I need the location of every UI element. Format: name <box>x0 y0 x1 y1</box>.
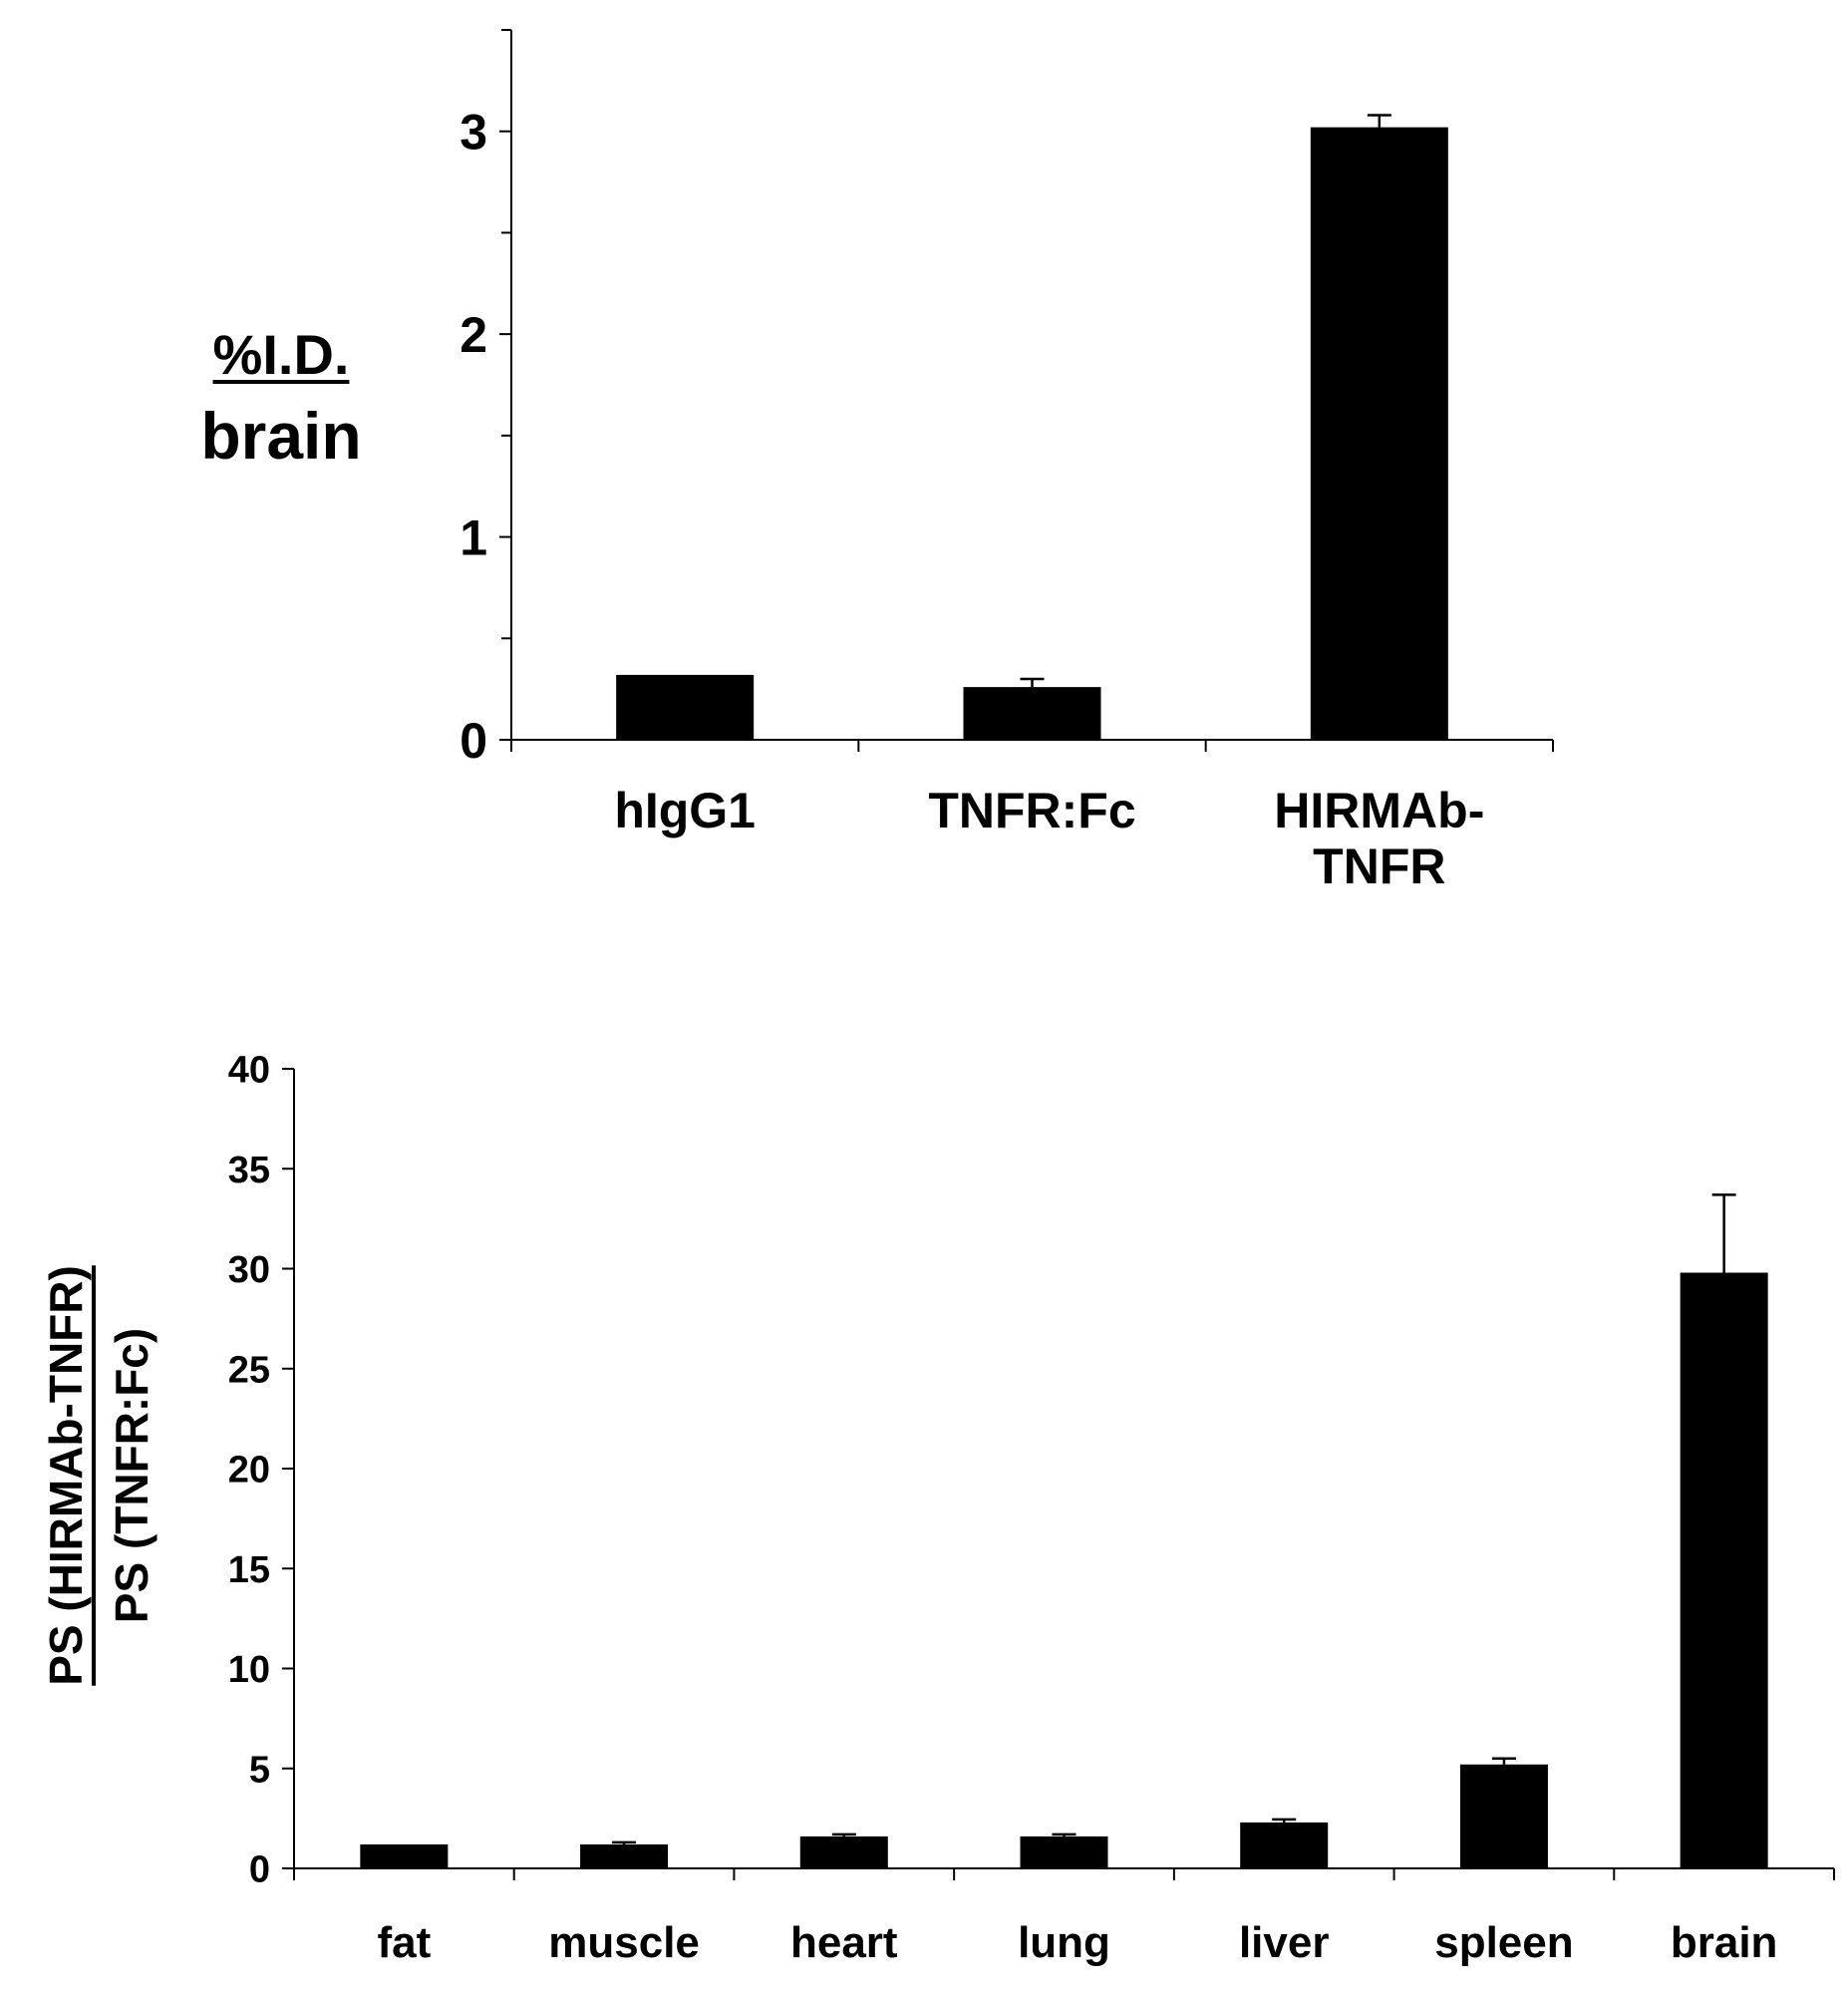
bar <box>1680 1272 1768 1868</box>
y-tick-label: 1 <box>460 510 487 566</box>
y-tick-label: 25 <box>228 1349 270 1391</box>
bar <box>799 1835 888 1868</box>
x-category-label: HIRMAb-TNFR <box>1274 783 1484 894</box>
x-category-label: TNFR:Fc <box>928 783 1135 838</box>
y-tick-label: 5 <box>249 1749 270 1791</box>
y-tick-label: 20 <box>228 1450 270 1492</box>
bar <box>1310 127 1448 741</box>
y-axis-label-numerator: %I.D. <box>213 323 350 386</box>
y-tick-label: 3 <box>460 105 487 161</box>
x-category-label: heart <box>790 1918 898 1967</box>
y-tick-label: 15 <box>228 1549 270 1591</box>
bar <box>1459 1764 1548 1868</box>
x-category-label: muscle <box>548 1918 700 1967</box>
x-category-label: fat <box>377 1918 431 1967</box>
bar <box>1020 1835 1108 1868</box>
bar <box>1240 1822 1329 1868</box>
y-axis-label-denominator: PS (TNFR:Fc) <box>106 1328 157 1623</box>
y-tick-label: 30 <box>228 1249 270 1291</box>
x-category-label: spleen <box>1434 1918 1573 1967</box>
x-category-label: liver <box>1239 1918 1330 1967</box>
y-tick-label: 35 <box>228 1150 270 1191</box>
y-tick-label: 40 <box>228 1050 270 1092</box>
y-tick-label: 10 <box>228 1649 270 1691</box>
y-axis-label-numerator: PS (HIRMAb-TNFR) <box>40 1265 92 1686</box>
x-category-label: lung <box>1018 1918 1110 1967</box>
bar <box>616 674 755 740</box>
y-tick-label: 0 <box>460 713 487 769</box>
x-category-label: brain <box>1671 1918 1778 1967</box>
x-category-label: hIgG1 <box>614 783 756 838</box>
y-tick-label: 0 <box>249 1849 270 1891</box>
y-axis-label-denominator: brain <box>200 399 361 473</box>
bar <box>360 1843 449 1868</box>
bar <box>580 1843 669 1868</box>
y-axis-label: PS (HIRMAb-TNFR) PS (TNFR:Fc) <box>40 1265 157 1686</box>
bar <box>963 687 1101 740</box>
chart-bottom-ps-ratio: 0 5 10 15 20 25 30 35 40 fat muscle heart lung liver s… <box>40 1050 1835 1967</box>
y-tick-label: 2 <box>460 307 487 363</box>
chart-top-percent-id-brain: 0 1 2 3 hIgG1 TNFR:Fc HIRMAb-TNFR %I.D. brain <box>200 29 1554 894</box>
